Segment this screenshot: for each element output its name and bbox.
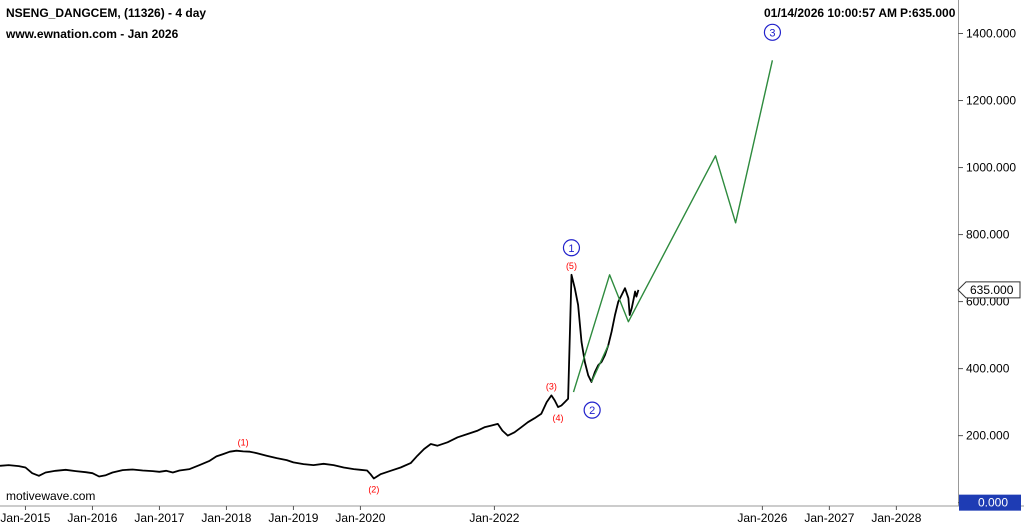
x-tick-label: Jan-2022: [469, 511, 519, 525]
wave-label-major-circle: [562, 239, 581, 257]
x-tick-label: Jan-2015: [0, 511, 50, 525]
x-tick-label: Jan-2020: [335, 511, 385, 525]
y-tick-label: 0.000: [978, 496, 1008, 510]
price-series-line: [0, 273, 640, 480]
wave-label-major: 1: [568, 243, 574, 255]
y-tick-label: 200.000: [966, 429, 1010, 443]
wave-label-minor: (4): [553, 413, 564, 423]
wave-label-minor: (1): [238, 437, 249, 447]
wave-label-major-circle: [583, 401, 601, 419]
x-tick-label: Jan-2016: [67, 511, 117, 525]
zero-price-box: [959, 494, 1021, 511]
projection-line: [572, 60, 774, 393]
x-tick-label: Jan-2026: [737, 511, 787, 525]
price-axis-separator: [958, 0, 959, 506]
y-tick-label: 1400.000: [966, 27, 1016, 41]
current-price-box: [957, 281, 1021, 299]
watermark: motivewave.com: [6, 489, 96, 503]
y-tick-label: 1200.000: [966, 94, 1016, 108]
chart-title: NSENG_DANGCEM, (11326) - 4 day: [6, 6, 207, 20]
wave-label-minor: (3): [546, 381, 557, 391]
wave-label-major-circle: [763, 23, 782, 41]
timestamp: 01/14/2026 10:00:57 AM: [764, 6, 897, 20]
chart-subtitle: www.ewnation.com - Jan 2026: [6, 27, 179, 41]
plot-area: [0, 0, 958, 506]
projection-line: [590, 344, 609, 383]
wave-label-minor: (5): [566, 261, 577, 271]
price-readout: P:635.000: [900, 6, 956, 20]
x-tick-label: Jan-2018: [201, 511, 251, 525]
wave-label-major: 2: [589, 405, 595, 417]
x-tick-label: Jan-2019: [268, 511, 318, 525]
y-tick-label: 1000.000: [966, 161, 1016, 175]
y-tick-label: 800.000: [966, 228, 1010, 242]
wave-label-minor: (2): [368, 485, 379, 495]
x-tick-label: Jan-2017: [134, 511, 184, 525]
current-price-label: 635.000: [970, 283, 1014, 297]
x-tick-label: Jan-2028: [871, 511, 921, 525]
x-tick-label: Jan-2027: [804, 511, 854, 525]
wave-label-major: 3: [769, 27, 775, 39]
y-tick-label: 400.000: [966, 362, 1010, 376]
